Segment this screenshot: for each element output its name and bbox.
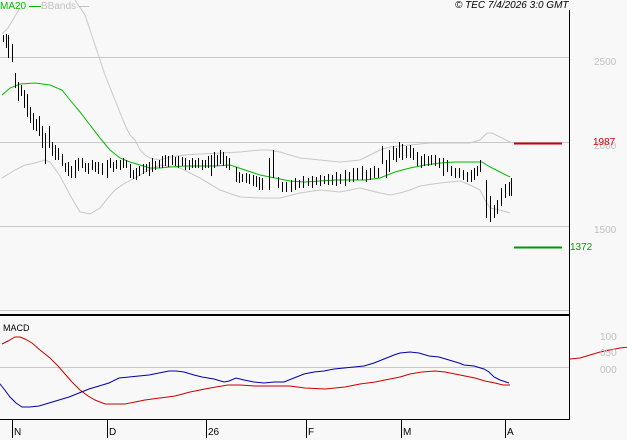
x-tick-m: M [403,427,412,438]
price-bars [3,34,512,222]
macd-tick-100: 100 [600,332,617,343]
bbands-swatch [78,5,89,7]
ma20-swatch [28,5,41,7]
x-tick-d: D [109,427,117,438]
bbands-label: BBands [41,1,77,12]
x-tick-a: A [507,427,514,438]
copyright-text: © TEC 7/4/2026 3:0 GMT [455,0,569,11]
price-gridlines [0,57,569,311]
y-tick-1500: 1500 [594,225,617,236]
y-tick-2500: 2500 [594,57,617,68]
bbands-legend: BBands [41,1,89,12]
macd-line [0,351,510,408]
x-axis-ticks [12,420,506,438]
x-tick-f: F [308,427,315,438]
x-tick-n: N [14,427,22,438]
resistance-label: 1987 [593,137,616,148]
macd-tick-050: 050 [600,348,617,359]
ma20-legend: MA20 [0,1,41,12]
macd-tick-000: 000 [600,365,617,376]
macd-title: MACD [3,323,30,333]
bollinger-bands [1,0,511,215]
support-label: 1372 [570,242,593,253]
ma20-label: MA20 [0,1,27,12]
macd-signal-line [1,336,510,405]
y-tick-2000: 2000 [594,141,617,152]
x-tick-26: 26 [208,427,220,438]
